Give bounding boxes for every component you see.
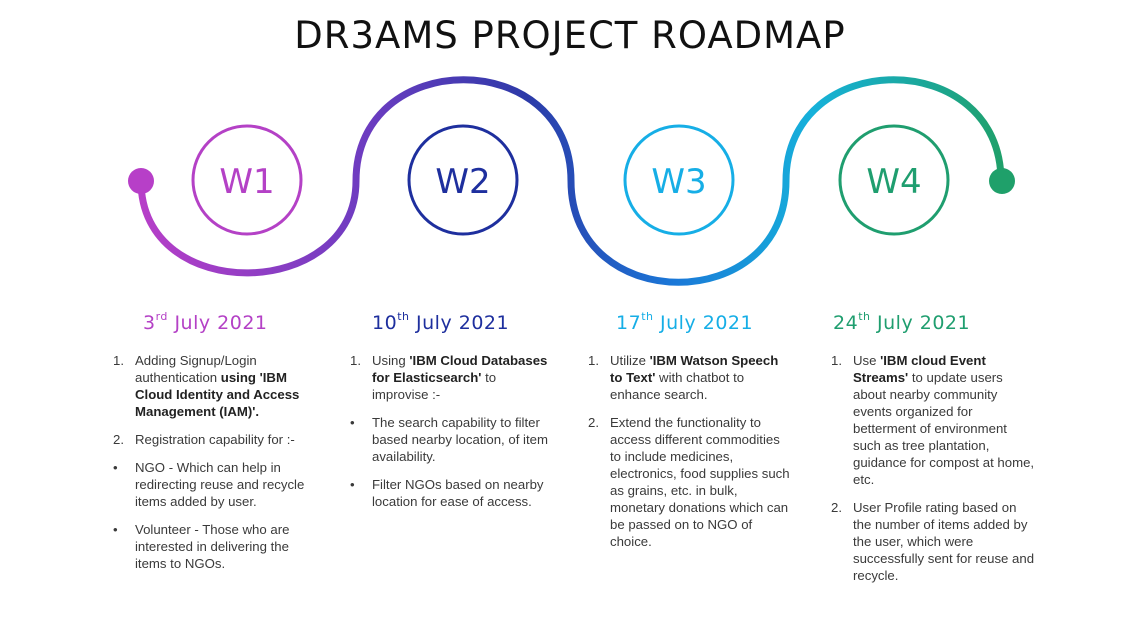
end-dot — [989, 168, 1015, 194]
task-text-part: NGO - Which can help in redirecting reus… — [135, 460, 305, 509]
task-text: Registration capability for :- — [135, 432, 295, 447]
task-item: 1. Use 'IBM cloud Event Streams' to updat… — [831, 352, 1037, 488]
week-label-w1: W1 — [219, 162, 274, 202]
task-marker: 2. — [831, 500, 842, 515]
task-text: Extend the functionality to access diffe… — [610, 415, 790, 549]
task-marker: • — [350, 415, 355, 430]
week-tasks-w3: 1. Utilize 'IBM Watson Speech to Text' wi… — [588, 352, 790, 561]
task-text-bold: 'IBM Watson Speech to Text' — [610, 353, 779, 385]
task-item: • The search capability to filter based n… — [350, 414, 550, 465]
task-text: Adding Signup/Login authentication using… — [135, 353, 299, 419]
week-date-w1: 3rd July 2021 — [143, 310, 268, 334]
week-label-w2: W2 — [435, 162, 490, 202]
task-text: Using 'IBM Cloud Databases for Elasticse… — [372, 353, 547, 402]
task-marker: 2. — [113, 432, 124, 447]
wave-path — [137, 76, 1005, 286]
task-item: 1. Utilize 'IBM Watson Speech to Text' wi… — [588, 352, 790, 403]
task-text: Filter NGOs based on nearby location for… — [372, 477, 544, 509]
page-title: DR3AMS PROJECT ROADMAP — [294, 14, 846, 57]
task-item: • Volunteer - Those who are interested in… — [113, 521, 323, 572]
task-text-part: Volunteer - Those who are interested in … — [135, 522, 290, 571]
task-marker: • — [113, 522, 118, 537]
task-text: Use 'IBM cloud Event Streams' to update … — [853, 353, 1034, 487]
task-text-part: Extend the functionality to access diffe… — [610, 415, 790, 549]
week-date-w3: 17th July 2021 — [616, 310, 754, 334]
task-text: The search capability to filter based ne… — [372, 415, 548, 464]
task-item: 2. Registration capability for :- — [113, 431, 323, 448]
task-text: User Profile rating based on the number … — [853, 500, 1034, 583]
task-marker: • — [113, 460, 118, 475]
task-text-part: Use — [853, 353, 881, 368]
task-text-part: to update users about nearby community e… — [853, 370, 1035, 487]
task-text: Utilize 'IBM Watson Speech to Text' with… — [610, 353, 778, 402]
task-item: • NGO - Which can help in redirecting reu… — [113, 459, 323, 510]
week-circle-w2 — [407, 124, 519, 236]
week-tasks-w1: 1. Adding Signup/Login authentication usi… — [113, 352, 323, 583]
task-text-part: Utilize — [610, 353, 650, 368]
task-text-bold: 'IBM cloud Event Streams' — [853, 353, 986, 385]
task-marker: • — [350, 477, 355, 492]
task-item: 1. Adding Signup/Login authentication usi… — [113, 352, 323, 420]
task-text-part: Using — [372, 353, 410, 368]
task-text-part: Registration capability for :- — [135, 432, 295, 447]
week-label-w3: W3 — [651, 162, 706, 202]
week-date-w2: 10th July 2021 — [372, 310, 510, 334]
task-item: • Filter NGOs based on nearby location fo… — [350, 476, 550, 510]
task-text-part: Filter NGOs based on nearby location for… — [372, 477, 544, 509]
task-text-part: to improvise :- — [372, 370, 497, 402]
task-text-part: The search capability to filter based ne… — [372, 415, 548, 464]
week-label-w4: W4 — [866, 162, 921, 202]
week-circle-w3 — [623, 124, 735, 236]
task-marker: 1. — [113, 353, 124, 368]
start-dot — [128, 168, 154, 194]
task-text: Volunteer - Those who are interested in … — [135, 522, 289, 571]
week-tasks-w2: 1. Using 'IBM Cloud Databases for Elastic… — [350, 352, 550, 521]
task-marker: 1. — [831, 353, 842, 368]
task-text-part: with chatbot to enhance search. — [610, 370, 745, 402]
week-circle-w1 — [191, 124, 303, 236]
task-item: 2. Extend the functionality to access dif… — [588, 414, 790, 550]
week-date-w4: 24th July 2021 — [833, 310, 971, 334]
task-text-part: Adding Signup/Login authentication — [135, 353, 257, 385]
week-tasks-w4: 1. Use 'IBM cloud Event Streams' to updat… — [831, 352, 1037, 595]
task-marker: 1. — [350, 353, 361, 368]
task-text: NGO - Which can help in redirecting reus… — [135, 460, 304, 509]
task-item: 2. User Profile rating based on the numbe… — [831, 499, 1037, 584]
task-marker: 1. — [588, 353, 599, 368]
task-text-bold: 'IBM Cloud Databases for Elasticsearch' — [372, 353, 548, 385]
task-text-bold: using 'IBM Cloud Identity and Access Man… — [135, 370, 300, 419]
task-item: 1. Using 'IBM Cloud Databases for Elastic… — [350, 352, 550, 403]
task-marker: 2. — [588, 415, 599, 430]
task-text-part: User Profile rating based on the number … — [853, 500, 1035, 583]
week-circle-w4 — [838, 124, 950, 236]
